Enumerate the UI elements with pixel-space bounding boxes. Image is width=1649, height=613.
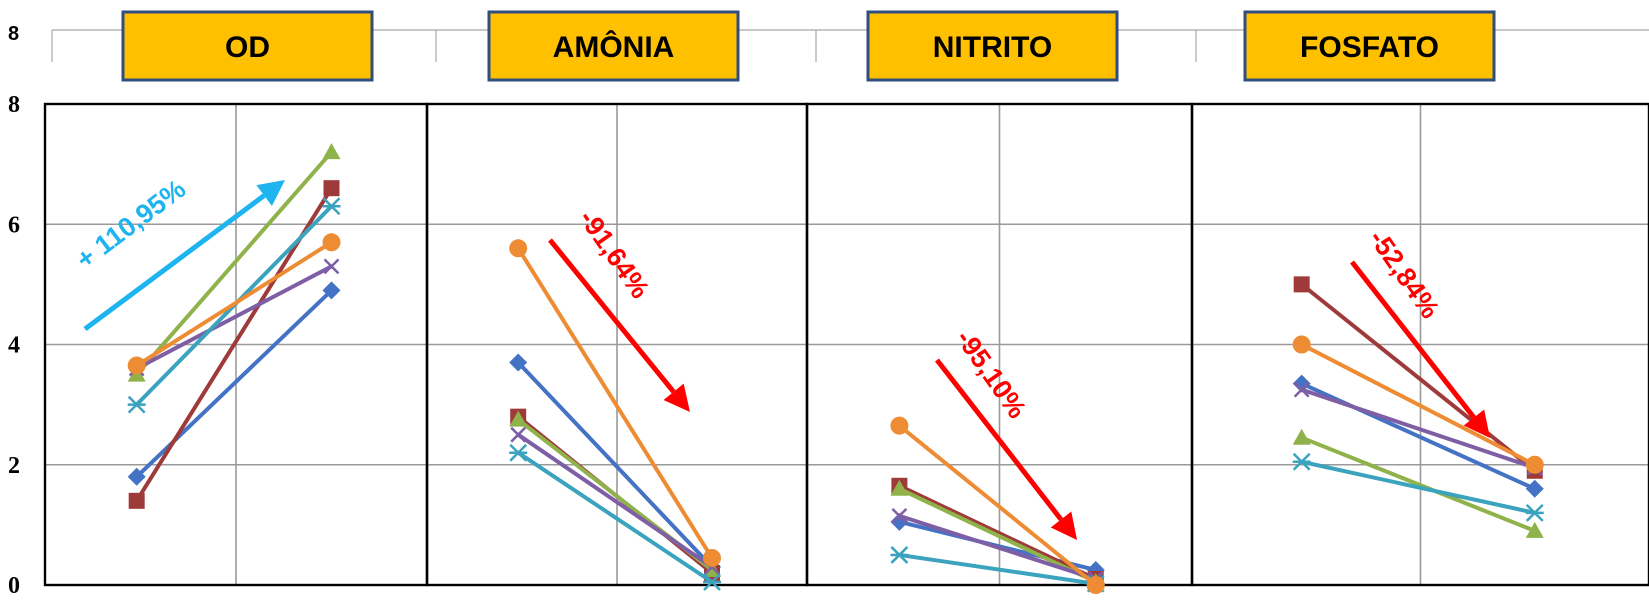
- trend-arrow-head: [256, 180, 285, 206]
- series-line: [134, 264, 334, 371]
- title-box-background: [487, 10, 740, 82]
- data-point-star: [127, 395, 146, 414]
- data-point-diamond: [127, 467, 146, 486]
- title-box-4: FOSFATO: [1243, 10, 1496, 82]
- y-tick-label: 6: [8, 212, 20, 238]
- data-point-triangle: [1525, 521, 1544, 538]
- series-line: [134, 240, 334, 368]
- trend-arrow-head: [1463, 409, 1490, 438]
- data-point-square: [128, 492, 145, 509]
- data-point-star: [509, 443, 528, 462]
- y-tick-label: 4: [8, 333, 20, 359]
- data-point-circle: [1525, 455, 1544, 474]
- panel-1: + 110,95%: [43, 102, 429, 587]
- data-point-diamond: [1525, 479, 1544, 498]
- title-box-1: OD: [121, 10, 374, 82]
- series-line: [1299, 342, 1537, 467]
- series-line: [516, 246, 714, 560]
- data-point-star: [890, 546, 909, 564]
- data-point-circle: [509, 239, 528, 258]
- data-point-triangle: [890, 479, 909, 496]
- data-point-circle: [1086, 576, 1105, 594]
- panel-title-boxes: OD AMÔNIA NITRITO FOSFATO: [121, 10, 1496, 82]
- panel-4: -52,84%: [1190, 102, 1649, 587]
- data-point-circle: [1292, 335, 1311, 354]
- series-line: [897, 483, 1098, 581]
- data-point-star: [703, 573, 721, 591]
- series-line: [516, 432, 714, 569]
- chart-panels: + 110,95% -91,64% -95,10% -52,84%: [43, 102, 1649, 594]
- data-point-diamond: [322, 281, 341, 300]
- series-line: [1299, 435, 1537, 533]
- data-point-diamond: [1292, 374, 1311, 393]
- trend-arrow-head: [1050, 511, 1077, 540]
- y-axis-tick-labels: 0 2 4 6 8: [8, 92, 20, 599]
- panel-title: OD: [225, 31, 270, 64]
- series-line: [897, 552, 1098, 586]
- data-point-circle: [322, 233, 341, 252]
- data-point-circle: [703, 548, 721, 567]
- data-point-circle: [127, 356, 146, 375]
- series-line: [1299, 459, 1537, 515]
- title-box-3: NITRITO: [866, 10, 1119, 82]
- series-line: [1299, 387, 1537, 470]
- data-point-x: [323, 258, 340, 275]
- series-line: [516, 360, 714, 569]
- series-line: [897, 513, 1098, 581]
- data-point-triangle: [322, 143, 341, 160]
- trend-arrow-shaft: [83, 193, 266, 332]
- panel-2: -91,64%: [425, 102, 809, 591]
- data-point-triangle: [1292, 428, 1311, 445]
- panel-title: FOSFATO: [1300, 31, 1439, 64]
- data-point-star: [1525, 503, 1544, 522]
- data-point-x: [891, 507, 908, 524]
- data-point-star: [322, 197, 341, 216]
- data-point-circle: [890, 416, 909, 435]
- y-tick-label: 0: [8, 573, 20, 599]
- series-line: [1299, 282, 1537, 473]
- title-box-2: AMÔNIA: [487, 10, 740, 82]
- trend-arrow-shaft: [548, 238, 676, 394]
- series-line: [516, 450, 714, 584]
- title-box-background: [121, 10, 374, 82]
- data-point-x: [1293, 381, 1310, 398]
- panel-border: [1190, 102, 1649, 587]
- panel-3: -95,10%: [805, 102, 1194, 594]
- change-percent-label: -52,84%: [1363, 224, 1445, 324]
- trend-arrow-shaft: [1350, 260, 1476, 420]
- y-tick-label: 8: [8, 92, 20, 118]
- header-tick-label: 8: [8, 23, 19, 45]
- change-percent-label: -95,10%: [950, 324, 1032, 424]
- data-point-diamond: [509, 353, 528, 372]
- data-point-triangle: [509, 410, 528, 427]
- title-box-background: [1243, 10, 1496, 82]
- data-point-square: [1293, 276, 1310, 293]
- change-percent-label: -91,64%: [573, 204, 655, 304]
- data-point-star: [1292, 452, 1311, 471]
- trend-arrow-shaft: [935, 358, 1064, 522]
- trend-arrow-head: [663, 383, 690, 412]
- data-point-square: [323, 180, 340, 197]
- data-point-x: [510, 426, 527, 443]
- panel-title: NITRITO: [933, 31, 1052, 64]
- title-box-background: [866, 10, 1119, 82]
- y-tick-label: 2: [8, 453, 20, 479]
- panel-title: AMÔNIA: [553, 30, 675, 64]
- series-line: [134, 150, 334, 377]
- series-line: [897, 423, 1098, 587]
